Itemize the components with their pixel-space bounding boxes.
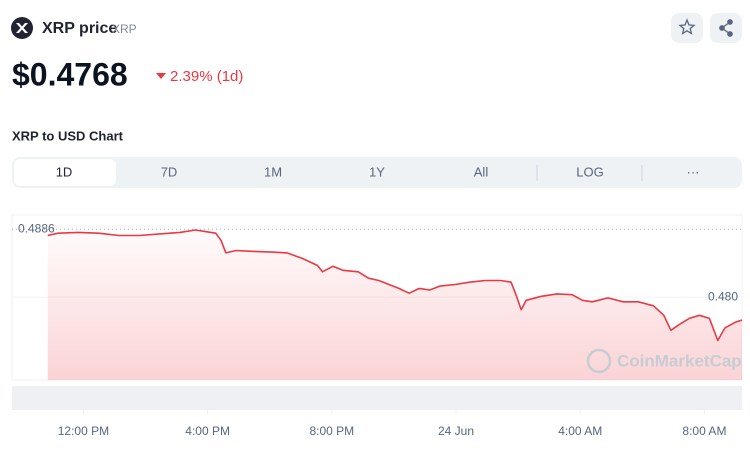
y-tick-label: 0.480 bbox=[708, 289, 738, 303]
x-tick-label: 12:00 PM bbox=[58, 424, 109, 438]
price-change: 2.39% (1d) bbox=[170, 68, 243, 85]
watermark-logo bbox=[586, 348, 612, 374]
x-tick-label: 8:00 AM bbox=[682, 424, 726, 438]
share-button[interactable] bbox=[710, 13, 742, 43]
coin-symbol: XRP bbox=[112, 22, 137, 36]
price: $0.4768 bbox=[12, 56, 128, 92]
tab[interactable]: 1M bbox=[264, 164, 282, 179]
logo-mark bbox=[16, 23, 28, 33]
coin-name: XRP price bbox=[42, 20, 117, 37]
reference-label: 0.4886 bbox=[18, 221, 55, 235]
x-tick-label: 24 Jun bbox=[438, 424, 474, 438]
price-line bbox=[47, 229, 743, 342]
area bbox=[47, 230, 742, 380]
share-icon bbox=[719, 19, 733, 37]
x-tick-label: 4:00 AM bbox=[558, 424, 602, 438]
x-tick-label: 4:00 PM bbox=[185, 424, 230, 438]
tab[interactable]: 1D bbox=[56, 164, 73, 179]
chart-heading: XRP to USD Chart bbox=[12, 128, 124, 143]
tab[interactable]: ··· bbox=[687, 164, 700, 179]
tab[interactable]: 7D bbox=[161, 164, 178, 179]
watchlist-button[interactable] bbox=[671, 13, 703, 43]
watermark: CoinMarketCap bbox=[617, 351, 742, 370]
x-tick-label: 8:00 PM bbox=[309, 424, 354, 438]
star-icon bbox=[678, 18, 696, 35]
tab[interactable]: 1Y bbox=[369, 164, 385, 179]
tab-bar bbox=[12, 157, 742, 188]
tab[interactable]: LOG bbox=[576, 164, 603, 179]
tab-selected-bg bbox=[14, 159, 116, 186]
volume-strip bbox=[12, 386, 742, 410]
tab[interactable]: All bbox=[474, 164, 489, 179]
down-arrow bbox=[156, 73, 166, 79]
